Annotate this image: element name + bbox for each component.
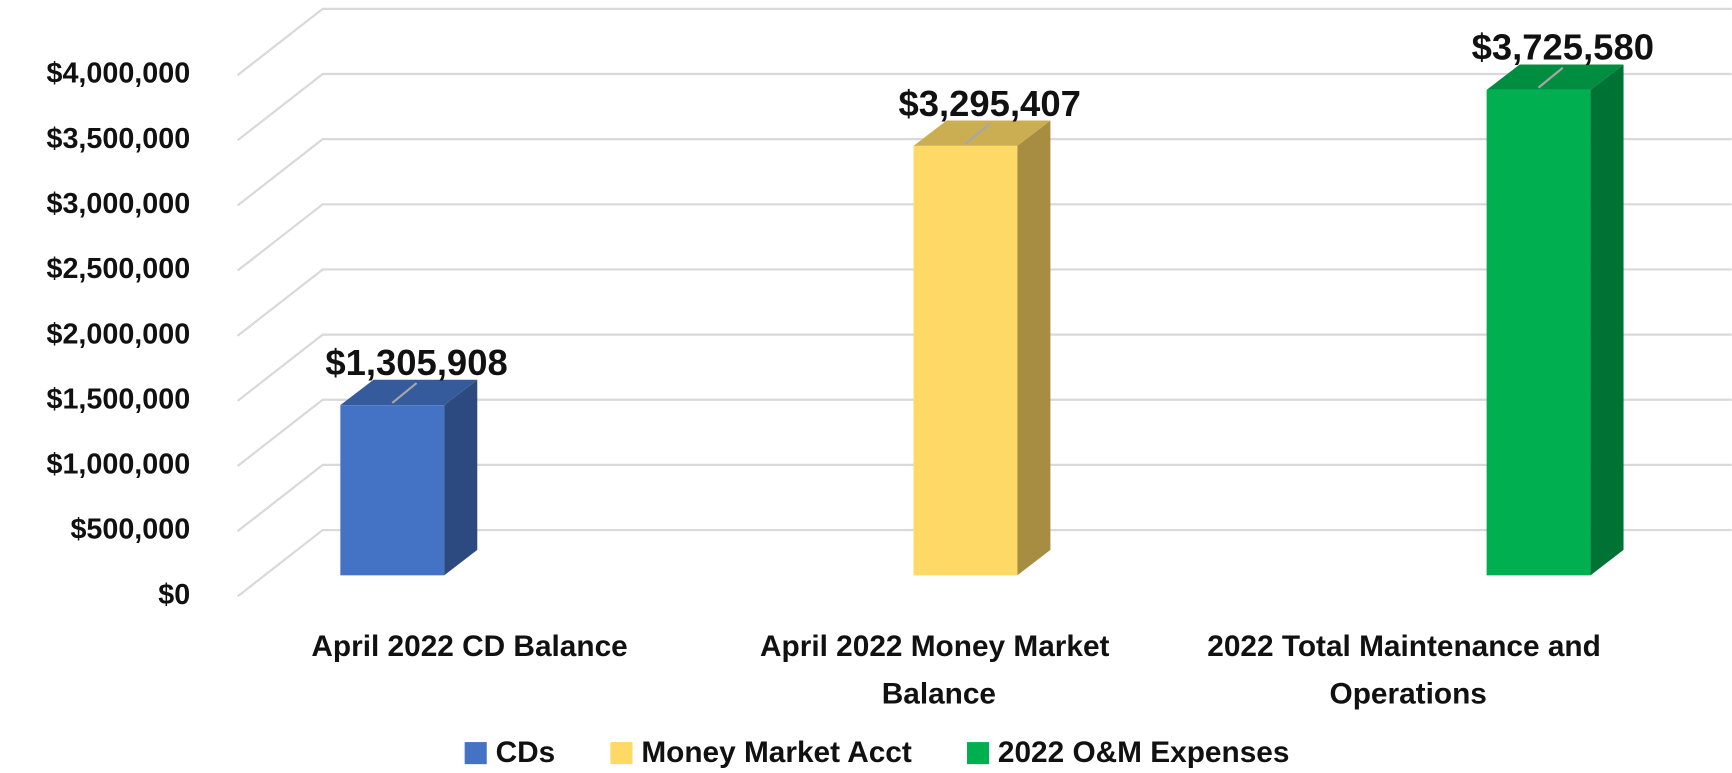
bar-top — [340, 379, 478, 406]
legend-label: CDs — [496, 736, 556, 769]
x-tick-label: April 2022 Money Market Balance — [760, 630, 1118, 710]
grid-line — [236, 463, 1732, 533]
bar-side — [1590, 64, 1624, 576]
bar — [340, 379, 478, 576]
leader-line — [391, 382, 418, 404]
legend-label: Money Market Acct — [641, 736, 912, 769]
x-tick-label: April 2022 CD Balance — [311, 630, 627, 663]
legend-swatch — [464, 742, 487, 765]
leader-line — [964, 122, 991, 145]
grid-line — [236, 268, 1732, 337]
bar-top — [913, 120, 1051, 146]
y-tick-label: $4,000,000 — [47, 58, 191, 90]
bar-side — [1017, 120, 1051, 576]
x-tick-label: 2022 Total Maintenance and Operations — [1207, 630, 1609, 710]
legend-swatch — [967, 742, 990, 765]
y-tick-label: $2,000,000 — [47, 318, 191, 350]
value-label: $1,305,908 — [325, 342, 507, 383]
bar — [1486, 64, 1624, 576]
grid-line — [236, 398, 1732, 467]
grid-line — [236, 528, 1732, 598]
y-tick-label: $1,000,000 — [47, 449, 191, 481]
bar-top — [1486, 64, 1624, 90]
grid-line — [236, 203, 1732, 272]
y-tick-label: $0 — [158, 579, 190, 611]
bar-side — [444, 379, 478, 576]
y-tick-label: $2,500,000 — [47, 253, 191, 285]
grid-line — [236, 72, 1732, 142]
legend-swatch — [610, 742, 633, 765]
leader-line — [1537, 66, 1564, 89]
legend-label: 2022 O&M Expenses — [998, 736, 1290, 769]
grid-line — [236, 333, 1732, 402]
y-tick-label: $1,500,000 — [47, 383, 191, 415]
y-tick-label: $3,500,000 — [47, 123, 191, 155]
y-tick-label: $500,000 — [70, 514, 190, 546]
grid-line — [236, 138, 1732, 207]
value-label: $3,725,580 — [1472, 27, 1654, 68]
bar-front — [340, 405, 445, 576]
value-label: $3,295,407 — [898, 83, 1080, 124]
bar-front — [913, 145, 1018, 576]
bar — [913, 120, 1051, 576]
y-tick-label: $3,000,000 — [47, 188, 191, 220]
grid-line — [236, 7, 1732, 76]
bar-front — [1486, 89, 1591, 576]
